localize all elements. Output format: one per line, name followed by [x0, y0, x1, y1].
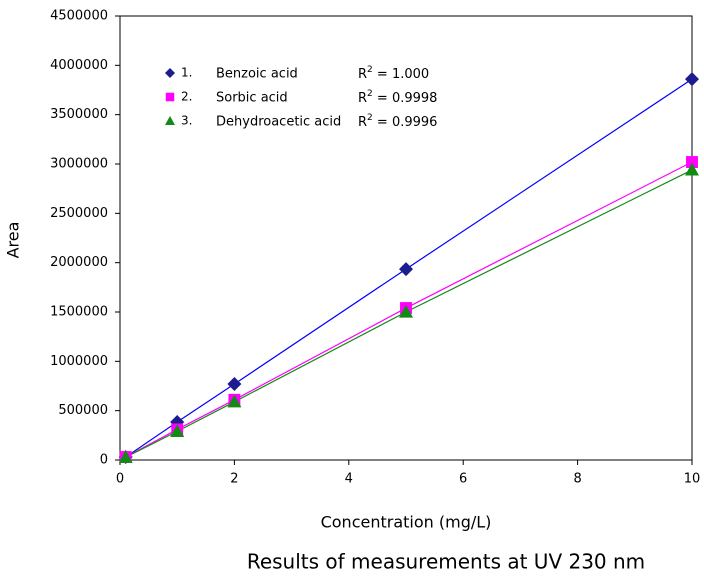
r2-base: R — [358, 67, 367, 82]
marker — [399, 305, 413, 318]
x-tick-label: 10 — [684, 472, 701, 487]
marker — [685, 72, 699, 87]
legend-label: Sorbic acid — [216, 91, 288, 106]
x-tick-label: 2 — [230, 472, 238, 487]
legend-number: 3. — [181, 114, 192, 128]
y-tick-label: 4000000 — [50, 58, 108, 73]
marker — [686, 156, 698, 168]
y-tick-label: 0 — [100, 453, 108, 468]
legend-label: Dehydroacetic acid — [216, 115, 341, 130]
r2-sup: 2 — [367, 65, 373, 75]
legend-number: 1. — [181, 66, 192, 80]
legend-r2: R2 = 1.000 — [358, 65, 429, 82]
x-axis-label: Concentration (mg/L) — [321, 513, 492, 532]
legend-label: Benzoic acid — [216, 67, 298, 82]
marker — [227, 377, 242, 392]
y-tick-label: 3500000 — [50, 107, 108, 122]
x-tick-label: 4 — [345, 472, 353, 487]
r2-value: = 0.9998 — [373, 91, 438, 106]
r2-base: R — [358, 91, 367, 106]
marker — [399, 262, 413, 277]
legend-number: 2. — [181, 90, 192, 104]
y-tick-label: 3000000 — [50, 157, 108, 172]
y-tick-label: 500000 — [58, 403, 108, 418]
y-tick-label: 2500000 — [50, 206, 108, 221]
r2-value: = 0.9996 — [373, 115, 438, 130]
marker — [170, 424, 185, 437]
r2-value: = 1.000 — [373, 67, 429, 82]
marker — [165, 92, 175, 102]
y-tick-label: 1500000 — [50, 305, 108, 320]
x-tick-label: 6 — [459, 472, 467, 487]
marker — [685, 162, 699, 176]
legend-r2: R2 = 0.9998 — [358, 89, 437, 106]
marker — [227, 394, 242, 408]
x-tick-label: 0 — [116, 472, 124, 487]
r2-base: R — [358, 115, 367, 130]
marker — [165, 116, 175, 125]
caption: Results of measurements at UV 230 nm — [247, 550, 645, 574]
marker — [118, 450, 133, 463]
marker — [165, 68, 175, 78]
y-tick-label: 2000000 — [50, 255, 108, 270]
x-tick-label: 8 — [573, 472, 581, 487]
legend-r2: R2 = 0.9996 — [358, 113, 437, 130]
y-axis-label: Area — [4, 222, 23, 259]
r2-sup: 2 — [367, 113, 373, 123]
plot-frame — [119, 15, 693, 461]
y-tick-label: 1000000 — [50, 354, 108, 369]
y-tick-label: 4500000 — [50, 9, 108, 24]
r2-sup: 2 — [367, 89, 373, 99]
